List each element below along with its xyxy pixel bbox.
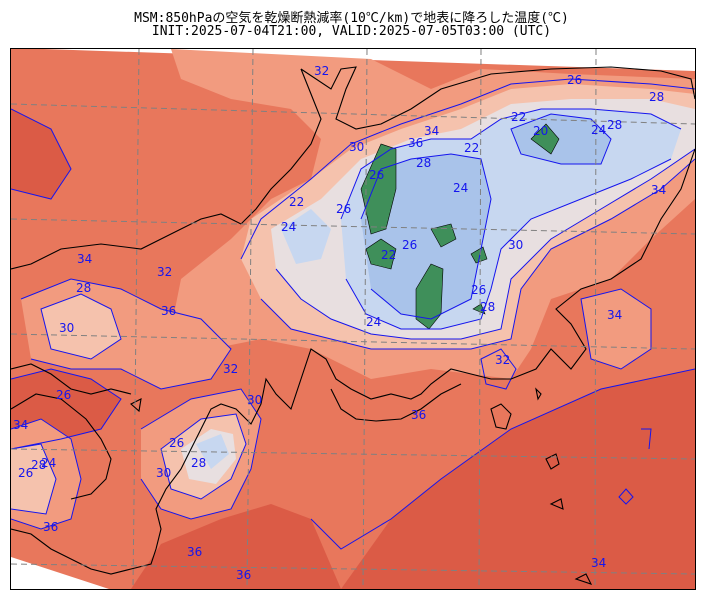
contour-label: 34 [77,252,92,266]
zone-cold-northeast [511,114,611,164]
contour-label: 26 [402,238,417,252]
contour-label: 30 [59,321,74,335]
contour-label: 32 [495,353,510,367]
zone-green-7 [472,303,486,315]
contour-label: 22 [381,248,396,262]
contour-label: 26 [567,73,582,87]
contour-label: 32 [157,265,172,279]
coastlines [11,66,695,585]
contour-label: 22 [464,141,479,155]
contour-label: 36 [187,545,202,559]
contour-label: 20 [533,124,548,138]
contour-label: 36 [161,304,176,318]
contour-label: 28 [649,90,664,104]
zone-mild-boso [581,289,651,369]
contour-label: 28 [416,156,431,170]
latlon-grid [11,49,695,589]
contour-label: 22 [289,195,304,209]
contour-label: 34 [424,124,439,138]
zone-green-6 [470,246,488,264]
zone-hot-south [131,504,341,589]
contour-label: 28 [480,300,495,314]
zone-green-5 [530,123,560,155]
contour-label: 30 [156,466,171,480]
contour-label: 30 [247,393,262,407]
contour-label: 26 [169,436,184,450]
contour-label: 32 [223,362,238,376]
contour-label: 34 [607,308,622,322]
zone-green-4 [430,223,457,248]
contour-label: 26 [18,466,33,480]
contour-label: 22 [511,110,526,124]
contour-label: 32 [314,64,329,78]
contour-label: 26 [369,168,384,182]
contour-label: 28 [76,281,91,295]
zone-cool-west [281,209,331,264]
contour-label: 30 [349,140,364,154]
contour-label: 26 [471,283,486,297]
contour-label: 36 [236,568,251,582]
contour-label: 36 [411,408,426,422]
contour-label: 24 [41,456,56,470]
map-title-line2: INIT:2025-07-04T21:00, VALID:2025-07-05T… [151,24,552,39]
zone-green-2 [365,238,397,270]
contour-label: 24 [591,123,606,137]
contour-label: 28 [31,458,46,472]
zone-hot-southeast [341,369,695,589]
contour-label: 26 [336,202,351,216]
contour-label: 26 [56,388,71,402]
contour-label: 36 [43,520,58,534]
zone-hot-northwest [11,109,71,199]
contour-labels: 32 26 28 24 22 20 30 34 36 26 28 22 24 2… [13,64,666,582]
contour-label: 24 [453,181,468,195]
contour-label: 28 [191,456,206,470]
map-title-line1: MSM:850hPaの空気を乾燥断熱減率(10℃/km)で地表に降ろした温度(℃… [134,11,569,26]
contour-label: 34 [591,556,606,570]
contour-label: 30 [508,238,523,252]
contour-label: 28 [607,118,622,132]
contour-label: 34 [13,418,28,432]
contour-label: 24 [366,315,381,329]
zone-light-west [41,294,121,359]
isotherm-lines [11,78,695,550]
temperature-map: 32 26 28 24 22 20 30 34 36 26 28 22 24 2… [11,49,695,589]
contour-label: 34 [651,183,666,197]
map-panel: 32 26 28 24 22 20 30 34 36 26 28 22 24 2… [10,48,696,590]
contour-label: 24 [281,220,296,234]
contour-label: 36 [408,136,423,150]
zone-light-southwest [11,444,56,514]
